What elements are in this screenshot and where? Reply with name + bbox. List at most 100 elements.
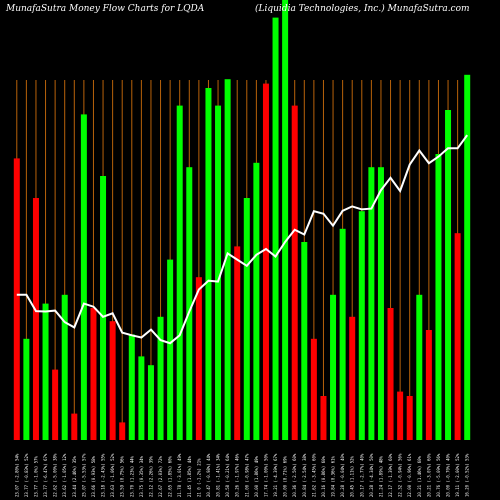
x-tick-label: 20.36 (-2.50%) 60% [292,453,297,497]
money-flow-line [16,134,469,345]
money-flow-bar [339,228,346,440]
x-tick-label: 22.67 (2.03%) 72% [158,455,163,497]
x-tick-label: 16.20 (-0.52%) 53% [465,453,470,497]
money-flow-bar [464,74,471,441]
x-tick-label: 20.45 (1.11%) 52% [350,455,355,497]
money-flow-bar [387,308,394,440]
x-tick-label: 20.21 (-3.07%) 60% [426,453,431,497]
x-tick-label: 21.45 (1.85%) 44% [187,455,192,497]
x-tick-label: 20.47 (-0.98%) 44% [206,453,211,497]
x-tick-label: 20.17 (-2.77%) 40% [359,453,364,497]
x-tick-label: 19.11 (-2.00%) 52% [455,453,460,497]
x-tick-label: 22.12 (2.26%) 39% [148,455,153,497]
money-flow-bar [377,167,384,440]
money-flow-bar [272,17,279,440]
x-tick-label: 22.32 (-0.94%) 56% [398,453,403,497]
chart-title: MunafaSutra Money Flow Charts for LQDA [5,4,205,14]
money-flow-bar [310,338,317,440]
x-tick-label: 19.84 (0.36%) 61% [331,455,336,497]
x-tick-label: 21.24 (1.89%) 48% [378,455,383,497]
x-tick-label: 20.81 (-1.41%) 34% [216,453,221,497]
money-flow-bar [61,294,68,440]
x-tick-label: 20.26 (-1.97%) 46% [235,453,240,497]
money-flow-bar [176,105,183,440]
x-tick-label: 23.59 (0.75%) 56% [120,455,125,497]
money-flow-bar [301,242,308,440]
bars-group [13,0,471,441]
x-tick-label: 20.28 (-0.04%) 40% [340,453,345,497]
x-tick-label: 23.77 (-1.0%) 57% [33,455,38,497]
x-tick-label: 22.62 (-5.00%) 38% [53,453,58,497]
x-tick-label: 20.76 (-5.09%) 56% [436,453,441,497]
x-tick-label: 23.62 (-1.05%) 12% [62,453,67,497]
x-tick-labels: 23.07 (-2.80%) 54% 23.77 (-0.83%) 52% 23.7… [14,453,469,497]
x-tick-label: 23.77 (-6.47%) 67% [43,453,48,497]
money-flow-bar [100,176,107,440]
money-flow-bar [147,365,154,440]
money-flow-bar [215,105,222,440]
x-tick-label: 21.62 (-3.45%) 60% [311,453,316,497]
money-flow-bar [205,88,212,440]
money-flow-bar [224,79,231,440]
x-tick-label: 20.16 (0.86%) 60% [321,455,326,497]
x-tick-label: 23.70 (1.23%) 44% [129,455,134,497]
chart-subtitle: (Liquidia Technologies, Inc.) MunafaSutr… [255,3,470,14]
x-tick-label: 20.00 (-0.70%) 40% [446,453,451,497]
money-flow-bar [157,316,164,440]
money-flow-bar [262,83,269,440]
money-flow-bar [138,356,145,440]
money-flow-bar [42,303,49,440]
money-flow-bar [349,316,356,440]
money-flow-bar [71,413,78,440]
x-tick-label: 23.63 (-1.06%) 52% [110,453,115,497]
x-tick-label: 21.00 (-0.98%) 47% [244,453,249,497]
money-flow-bar [90,308,97,440]
x-tick-label: 20.00 (0.71%) 69% [283,455,288,497]
x-tick-label: 23.07 (-2.80%) 54% [14,453,19,497]
x-tick-label: 22.00 (-0.96%) 61% [407,453,412,497]
x-tick-label: 21 0 (-1.2%) 21% [196,458,201,497]
money-flow-bar [358,211,365,440]
money-flow-bar [128,334,135,440]
x-tick-label: 25.07 (-5.53%) 57% [81,453,86,497]
money-flow-bar [320,396,327,440]
money-flow-bar [435,154,442,440]
money-flow-bar [253,162,260,441]
money-flow-bar [13,158,20,440]
x-tick-label: 22.17 (-1.39%) 60% [388,453,393,497]
x-tick-label: 23.66 (0.93%) 58% [91,455,96,497]
money-flow-bar [186,167,193,440]
x-tick-label: 23.75 (0.35%) 34% [139,455,144,497]
money-flow-bar [167,259,174,440]
money-flow-bar [282,0,289,440]
money-flow-bar [330,294,337,440]
x-tick-label: 20.28 (-4.34%) 50% [369,453,374,497]
money-flow-bar [23,338,30,440]
money-flow-bar [52,369,59,440]
money-flow-bar [425,330,432,440]
money-flow-bar [195,277,202,440]
money-flow-bar [32,198,39,440]
x-tick-label: 21.78 (-3.01%) 49% [177,453,182,497]
money-flow-bar [445,110,452,440]
x-tick-label: 23.44 (2.46%) 35% [72,455,77,497]
x-tick-label: 23.18 (-2.43%) 55% [101,453,106,497]
money-flow-bar [368,167,375,440]
money-flow-bar [119,422,126,440]
x-tick-label: 20.21 (1.46%) 60% [417,455,422,497]
x-tick-label: 20.58 (-0.21%) 64% [225,453,230,497]
money-flow-bar [406,396,413,440]
money-flow-bar [454,233,461,440]
x-tick-label: 17.74 (-1.00%) 50% [263,453,268,497]
x-tick-label: 20.00 (1.86%) 49% [254,455,259,497]
money-flow-bar [416,294,423,440]
x-tick-label: 22.65 (1.85%) 60% [168,455,173,497]
money-flow-bar [234,246,241,440]
x-tick-label: 23.77 (-0.83%) 52% [24,453,29,497]
money-flow-bar [291,105,298,440]
money-flow-bar [397,391,404,440]
x-tick-label: 19.21 (-4.39%) 67% [273,453,278,497]
money-flow-bar [80,114,87,441]
money-flow-bar [109,321,116,440]
